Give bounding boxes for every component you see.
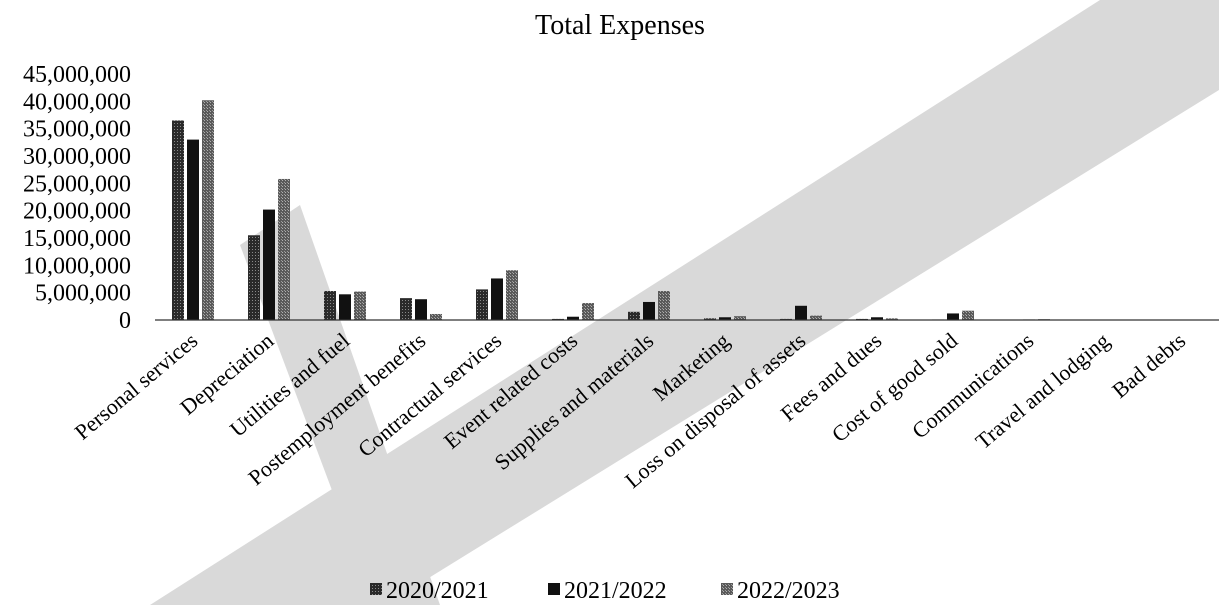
y-tick-label: 45,000,000 bbox=[23, 62, 131, 88]
bar-2021-2022 bbox=[263, 209, 275, 320]
bar-2022-2023 bbox=[886, 318, 898, 320]
legend-swatch-2022 bbox=[721, 583, 733, 595]
bar-2022-2023 bbox=[430, 313, 442, 320]
bar-2020-2021 bbox=[400, 298, 412, 320]
bar-2022-2023 bbox=[354, 291, 366, 320]
legend-label-2020: 2020/2021 bbox=[386, 578, 489, 604]
chart-title: Total Expenses bbox=[535, 10, 705, 41]
legend-label-2021: 2021/2022 bbox=[564, 578, 667, 604]
y-tick-label: 20,000,000 bbox=[23, 199, 131, 225]
bar-2021-2022 bbox=[795, 305, 807, 320]
category-label: Personal services bbox=[70, 328, 203, 445]
y-tick-label: 5,000,000 bbox=[35, 281, 131, 307]
legend: 2020/2021 2021/2022 2022/2023 bbox=[370, 578, 840, 604]
bar-2021-2022 bbox=[719, 317, 731, 320]
bar-2021-2022 bbox=[187, 139, 199, 320]
bars bbox=[172, 100, 1202, 321]
legend-swatch-2020 bbox=[370, 583, 382, 595]
bar-2020-2021 bbox=[704, 318, 716, 320]
bar-2020-2021 bbox=[172, 120, 184, 320]
bar-2020-2021 bbox=[476, 289, 488, 320]
y-tick-label: 0 bbox=[119, 308, 131, 334]
bar-2022-2023 bbox=[582, 303, 594, 320]
bar-2021-2022 bbox=[491, 278, 503, 320]
bar-2022-2023 bbox=[202, 100, 214, 321]
y-tick-label: 25,000,000 bbox=[23, 171, 131, 197]
bar-2022-2023 bbox=[278, 178, 290, 320]
bar-2021-2022 bbox=[415, 299, 427, 320]
y-tick-label: 15,000,000 bbox=[23, 226, 131, 252]
bar-2022-2023 bbox=[962, 310, 974, 320]
category-label: Travel and lodging bbox=[971, 328, 1115, 454]
category-label: Cost of good sold bbox=[827, 328, 962, 447]
y-tick-label: 30,000,000 bbox=[23, 144, 131, 170]
bar-2020-2021 bbox=[628, 311, 640, 320]
bar-2021-2022 bbox=[339, 294, 351, 320]
bar-2022-2023 bbox=[810, 315, 822, 320]
bar-2021-2022 bbox=[567, 316, 579, 320]
bar-2021-2022 bbox=[871, 317, 883, 320]
bar-2021-2022 bbox=[643, 301, 655, 320]
y-tick-label: 40,000,000 bbox=[23, 89, 131, 115]
legend-label-2022: 2022/2023 bbox=[737, 578, 840, 604]
bar-2022-2023 bbox=[506, 270, 518, 320]
y-axis: 05,000,00010,000,00015,000,00020,000,000… bbox=[23, 62, 131, 334]
category-label: Bad debts bbox=[1107, 328, 1190, 403]
bar-2020-2021 bbox=[324, 291, 336, 320]
draft-watermark bbox=[150, 0, 1219, 605]
y-tick-label: 10,000,000 bbox=[23, 253, 131, 279]
legend-swatch-2021 bbox=[548, 583, 560, 595]
y-tick-label: 35,000,000 bbox=[23, 117, 131, 143]
bar-2022-2023 bbox=[658, 291, 670, 320]
bar-2021-2022 bbox=[947, 313, 959, 320]
bar-2022-2023 bbox=[734, 316, 746, 320]
bar-2020-2021 bbox=[248, 235, 260, 320]
